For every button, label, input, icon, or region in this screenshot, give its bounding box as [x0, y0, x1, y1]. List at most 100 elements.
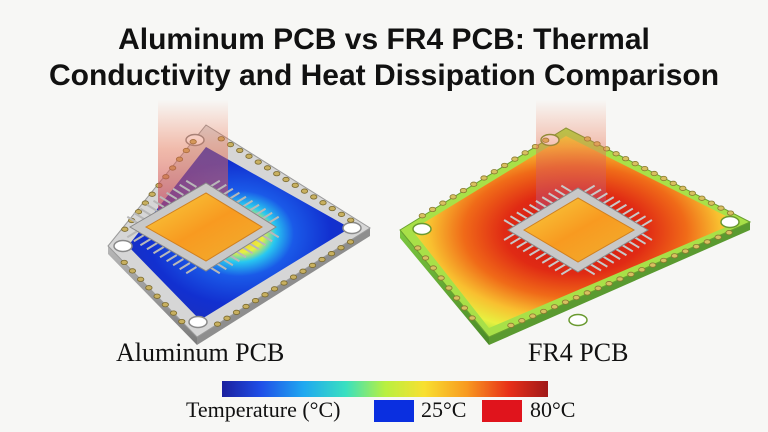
chip-pin	[602, 255, 615, 264]
chip-pin	[609, 200, 621, 208]
mounting-hole	[412, 222, 432, 236]
edge-pad	[698, 195, 706, 201]
chip-pin	[628, 240, 640, 249]
mounting-hole	[342, 221, 362, 235]
edge-pad	[429, 265, 437, 271]
chip-pin	[529, 203, 541, 212]
chip-pin	[248, 203, 260, 212]
chip	[507, 187, 649, 273]
edge-pad	[725, 230, 733, 236]
chip-pin	[628, 211, 640, 220]
edge-pad	[660, 257, 668, 264]
edge-pad	[137, 276, 145, 282]
chip-pin	[172, 258, 184, 267]
edge-pad	[521, 150, 529, 156]
edge-pad	[627, 271, 635, 277]
edge-pad	[327, 251, 336, 257]
edge-pad	[236, 147, 244, 154]
edge-pad	[289, 274, 298, 280]
edge-pad	[337, 245, 345, 251]
edge-pad	[245, 153, 253, 159]
chip-pin	[548, 192, 560, 201]
fr4-pcb-board	[399, 100, 752, 345]
chip-pin	[159, 195, 171, 204]
chip-pin	[133, 234, 145, 243]
edge-pad	[726, 210, 735, 216]
chip-pin	[228, 191, 240, 200]
edge-pad	[300, 188, 309, 194]
edge-pad	[232, 309, 241, 315]
edge-pad	[153, 293, 161, 299]
chip-pin	[596, 259, 608, 268]
edge-pad	[583, 290, 591, 296]
edge-pad	[594, 285, 602, 291]
aluminum-pcb-label: Aluminum PCB	[116, 338, 285, 367]
edge-pad	[148, 191, 156, 197]
edge-pad	[622, 156, 630, 162]
edge-pad	[681, 248, 690, 254]
chip-pin	[126, 230, 139, 239]
edge-pad	[641, 165, 649, 172]
edge-pad	[605, 281, 613, 287]
chip-pins	[503, 184, 653, 276]
edge-pad	[145, 285, 153, 291]
chip-pin	[503, 232, 515, 241]
fr4-pcb-label: FR4 PCB	[528, 338, 629, 367]
chip-pin	[267, 215, 280, 224]
chip-pin	[235, 250, 247, 259]
chip-pin	[133, 211, 145, 220]
edge-pad	[670, 253, 679, 259]
edge-pad	[439, 200, 447, 206]
edge-pad	[540, 308, 548, 315]
edge-pad	[453, 295, 461, 301]
mounting-hole	[188, 315, 208, 329]
edge-pad	[421, 255, 430, 261]
edge-pad	[226, 142, 235, 148]
edge-pad	[270, 286, 279, 292]
chip-pin	[535, 200, 547, 208]
edge-pad	[310, 194, 318, 200]
chip-pin	[241, 199, 254, 208]
chip	[129, 182, 277, 272]
edge-pad	[337, 211, 346, 217]
chip-pin	[590, 188, 602, 197]
chip-pin	[554, 263, 566, 272]
edge-pad	[468, 315, 476, 321]
aluminum-pcb-board	[107, 100, 371, 345]
chip-pin	[622, 207, 634, 216]
edge-pad	[282, 176, 290, 183]
title-line-2: Conductivity and Heat Dissipation Compar…	[48, 59, 720, 92]
edge-pad	[169, 310, 178, 316]
low-temperature-swatch	[374, 400, 414, 422]
chip-pin	[166, 254, 178, 263]
chip-pin	[548, 259, 560, 268]
edge-pad	[437, 275, 445, 281]
chip-pin	[179, 183, 191, 192]
title-line-1: Aluminum PCB vs FR4 PCB: Thermal	[118, 23, 650, 56]
chip-pin	[634, 215, 647, 224]
edge-pad	[449, 194, 457, 200]
chip-pin	[152, 199, 165, 208]
chip-pin	[261, 234, 273, 243]
edge-pad	[572, 294, 580, 301]
chip-pin	[541, 196, 554, 205]
edge-pad	[418, 213, 426, 219]
chip-pin	[522, 207, 534, 216]
mounting-hole	[720, 215, 740, 229]
high-temperature-label: 80°C	[530, 397, 576, 422]
edge-pad	[223, 315, 231, 321]
chip-pin	[596, 192, 608, 201]
chip-pin	[254, 238, 267, 247]
mounting-hole	[568, 313, 588, 327]
edge-pad	[703, 239, 711, 245]
edge-pad	[141, 200, 149, 206]
edge-pad	[134, 209, 143, 215]
edge-pad	[692, 243, 700, 250]
chip-pin	[248, 242, 260, 251]
edge-pad	[511, 156, 519, 162]
chip-pin	[583, 184, 596, 193]
chip-pin	[535, 252, 547, 260]
edge-pad	[273, 171, 281, 177]
edge-pad	[650, 170, 658, 177]
chip-pin	[185, 266, 197, 275]
